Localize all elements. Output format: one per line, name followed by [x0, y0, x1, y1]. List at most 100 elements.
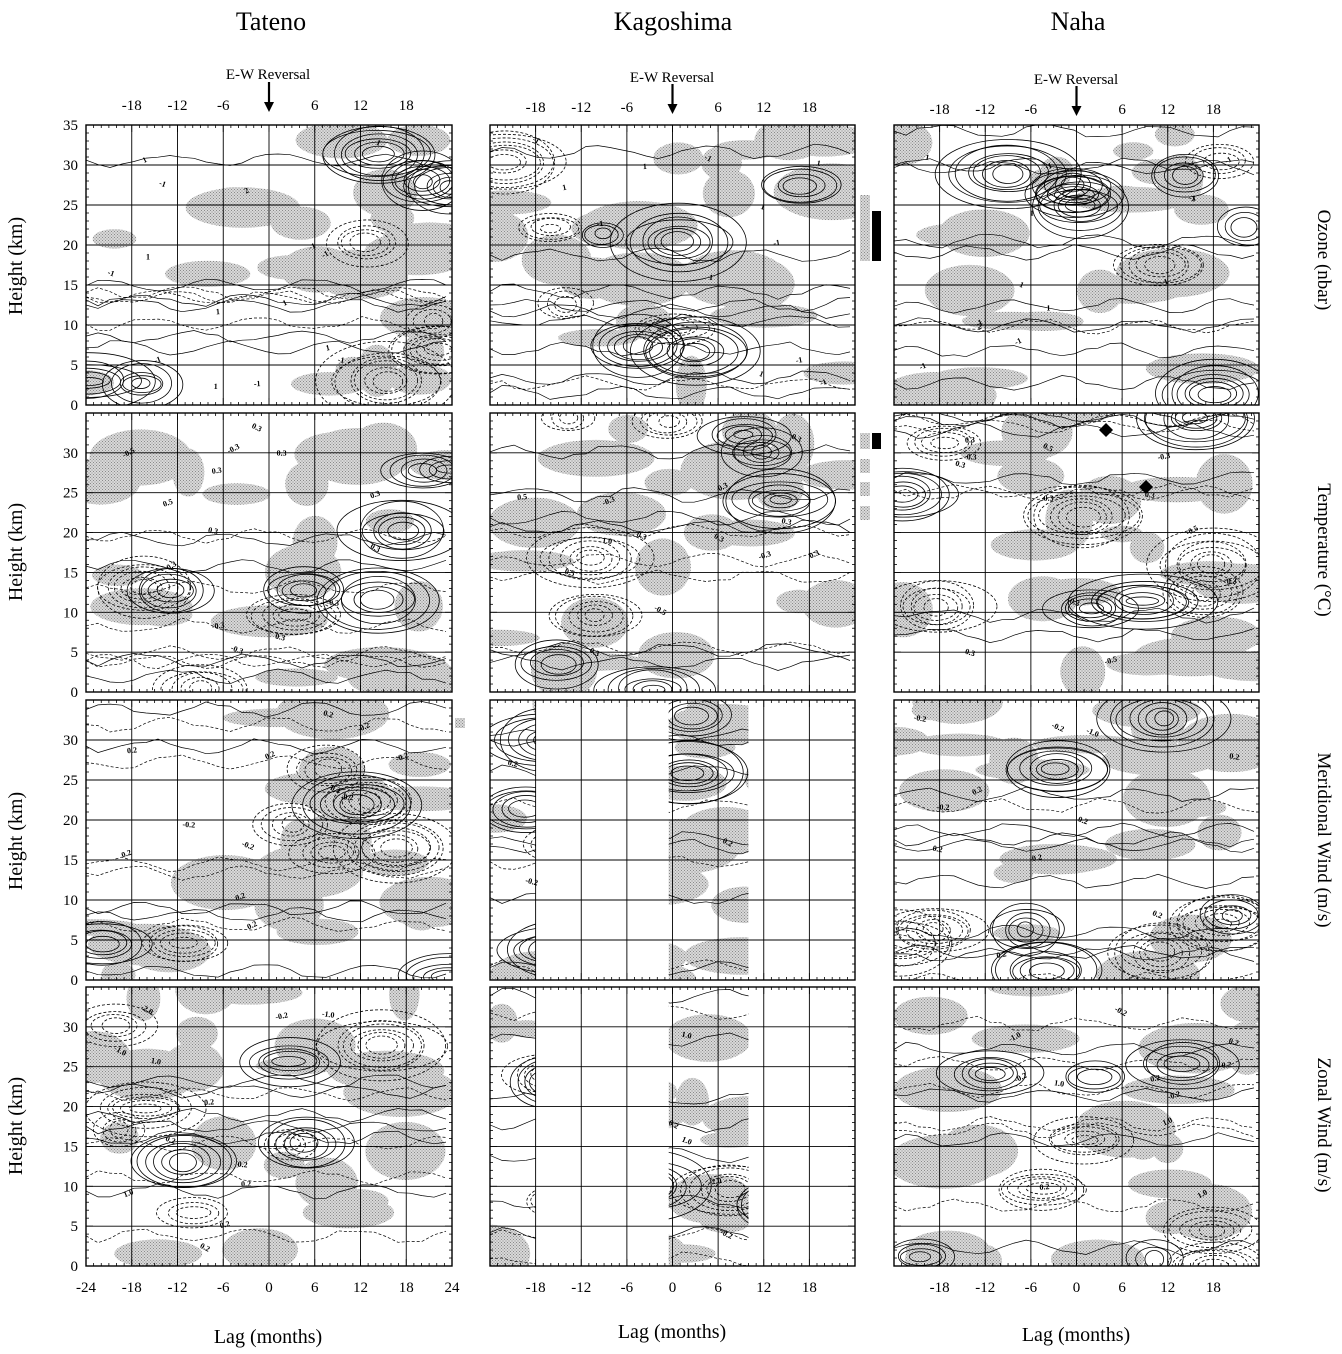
contour-line [136, 1135, 232, 1188]
x-top-tick-label: -12 [168, 98, 188, 114]
contour-label: -0.2 [525, 876, 539, 888]
shaded-region [773, 163, 855, 221]
contour-line [1197, 386, 1232, 404]
shaded-region [634, 538, 691, 596]
contour-label: 0.2 [667, 1118, 680, 1131]
shaded-region [894, 1066, 1003, 1113]
contour-label: 1 [1030, 209, 1034, 218]
contour-line [267, 573, 341, 607]
contour-line [156, 1197, 228, 1229]
contour-line [1213, 905, 1252, 926]
contour-line [189, 680, 213, 692]
x-top-tick-label: -18 [122, 98, 142, 114]
contour-label: 0.5 [564, 567, 576, 578]
contour-line [920, 432, 970, 453]
contour-label: -0.5 [1103, 654, 1118, 666]
contour-line [415, 338, 452, 361]
contour-line [1032, 167, 1112, 205]
contour-line [894, 1083, 1255, 1099]
x-top-tick-label: 6 [714, 100, 722, 116]
contour-line [894, 1239, 1255, 1256]
contour-label: 0.3 [967, 452, 977, 461]
grid [490, 125, 855, 405]
contour-line [1096, 700, 1232, 753]
contour-line [894, 125, 1255, 138]
y-tick-label: 20 [63, 813, 78, 829]
contour-label: 0.2 [234, 891, 246, 903]
contour-line [169, 936, 198, 949]
contour-label: 2 [977, 322, 982, 331]
panel-kagoshima-meridional-wind-m-s: 0.2 -0.2 0.2 [489, 699, 856, 981]
contour-line [86, 289, 447, 304]
x-bottom-tick-label: -18 [526, 1280, 546, 1296]
y-tick-label: 5 [71, 358, 79, 374]
grid [86, 413, 452, 692]
contour-line [1055, 172, 1091, 198]
contour-line [1155, 358, 1259, 405]
contour-line [894, 485, 1255, 501]
shaded-region [916, 222, 1022, 248]
contour-line [894, 924, 1255, 940]
contour-line [1192, 583, 1216, 602]
contour-line [1077, 1068, 1113, 1085]
contour-line [1091, 581, 1199, 622]
contour-line [769, 494, 792, 505]
contour-line [520, 646, 592, 681]
shaded-region [1129, 531, 1165, 564]
contour-label: -1 [1187, 193, 1196, 204]
contour-line [894, 157, 1255, 172]
shaded-region [644, 468, 694, 496]
shaded-region [754, 125, 825, 161]
x-top-tick-label: -12 [571, 100, 591, 116]
shaded-region [742, 1187, 749, 1240]
contour-line [1005, 912, 1051, 948]
shaded-region [683, 937, 749, 975]
shaded-region [583, 252, 694, 307]
contour-label: -0.2 [1167, 1089, 1182, 1101]
contour-label: -0.3 [601, 494, 616, 507]
contour-line [1168, 1210, 1253, 1248]
reversal-arrow-head [667, 104, 678, 114]
shaded-region [1050, 1239, 1145, 1266]
shaded-region [1123, 768, 1211, 828]
contour-line [490, 551, 851, 568]
contour-label: 0.3 [716, 481, 729, 493]
x-bottom-tick-label: 6 [714, 1280, 722, 1296]
contour-line [982, 160, 1031, 188]
contour-line [86, 289, 447, 305]
contour-line [490, 137, 554, 188]
x-bottom-tick-label: 18 [399, 1280, 414, 1296]
contour-line [1144, 941, 1176, 962]
contour-line [90, 1014, 138, 1038]
contour-line [86, 917, 447, 932]
contour-line [315, 1009, 447, 1082]
y-axis-label-row1: Height (km) [5, 217, 27, 315]
grid [490, 700, 855, 980]
contour-line [594, 227, 612, 240]
contour-label: 0.3 [1144, 490, 1155, 500]
contour-label: 0.3 [808, 548, 821, 560]
contour-line [389, 454, 452, 487]
contour-line [120, 1100, 173, 1117]
shaded-region [126, 987, 161, 1021]
shaded-region [894, 125, 933, 166]
contour-line [1184, 377, 1244, 405]
y-tick-label: 30 [63, 158, 78, 174]
contour-field [86, 125, 452, 405]
contour-label: 0.2 [199, 1241, 212, 1254]
contour-label: 0.3 [250, 421, 263, 433]
contour-line [724, 425, 763, 445]
contour-label: 1 [1046, 303, 1050, 312]
contour-line [400, 458, 448, 483]
contour-line [1006, 1176, 1076, 1201]
contour-label: 0.2 [1229, 751, 1240, 761]
contour-field [86, 700, 452, 980]
contour-label: -0.2 [913, 713, 927, 724]
contour-label: -0.2 [182, 820, 195, 830]
contour-line [322, 570, 431, 630]
contour-label: 0.3 [954, 459, 966, 470]
contour-line [923, 598, 949, 617]
contour-label: -1 [153, 355, 162, 366]
reversal-label-kagoshima: E-W Reversal [630, 70, 714, 86]
contour-line [902, 587, 971, 626]
